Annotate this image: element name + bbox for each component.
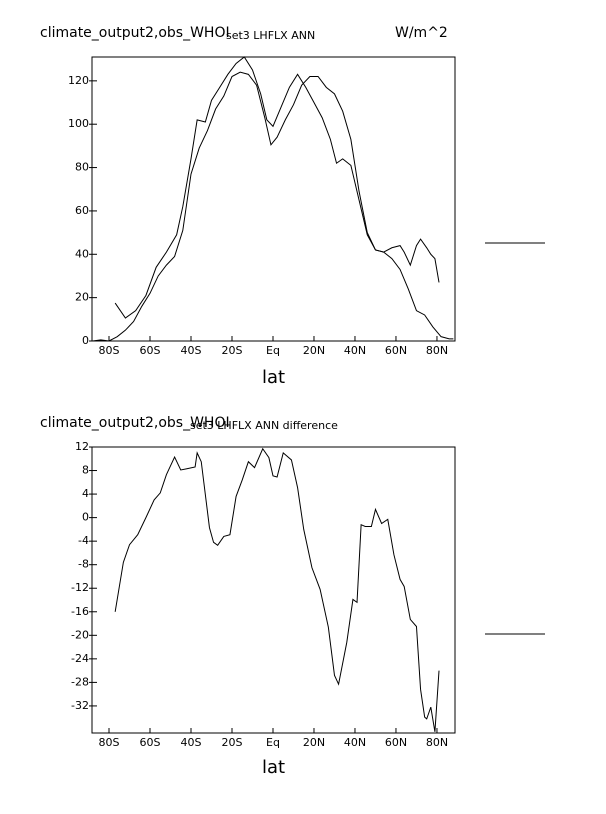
x-tick-label: 20S [222, 736, 243, 749]
x-tick-label: 80S [99, 344, 120, 357]
y-tick-label: 40 [75, 247, 89, 260]
y-tick-label: 60 [75, 204, 89, 217]
y-tick-label: 120 [68, 74, 89, 87]
y-tick-label: 0 [82, 511, 89, 524]
x-axis-label: lat [262, 757, 285, 778]
x-tick-label: 80S [99, 736, 120, 749]
x-tick-label: 60N [385, 736, 407, 749]
x-tick-label: 40S [181, 344, 202, 357]
units-label: W/m^2 [395, 25, 448, 41]
chart-title: climate_output2,obs_WHOI [40, 25, 230, 41]
y-tick-label: -24 [71, 652, 89, 665]
x-tick-label: Eq [266, 736, 280, 749]
y-tick-label: -32 [71, 699, 89, 712]
x-tick-label: 60S [140, 736, 161, 749]
x-tick-label: 40N [344, 736, 366, 749]
y-tick-label: -28 [71, 675, 89, 688]
y-tick-label: 20 [75, 291, 89, 304]
y-tick-label: -8 [78, 558, 89, 571]
data-line [114, 447, 440, 732]
x-tick-label: Eq [266, 344, 280, 357]
x-tick-label: 20N [303, 344, 325, 357]
x-tick-label: 40N [344, 344, 366, 357]
y-tick-label: 12 [75, 440, 89, 453]
x-tick-label: 80N [426, 736, 448, 749]
y-tick-label: 80 [75, 161, 89, 174]
x-tick-label: 40S [181, 736, 202, 749]
x-tick-label: 60N [385, 344, 407, 357]
y-tick-label: -16 [71, 605, 89, 618]
data-line [114, 56, 440, 319]
x-tick-label: 20S [222, 344, 243, 357]
plot-frame [91, 56, 456, 342]
y-tick-label: 100 [68, 117, 89, 130]
y-tick-label: 0 [82, 334, 89, 347]
y-tick-label: 8 [82, 464, 89, 477]
chart-subtitle: set3 LHFLX ANN difference [190, 419, 338, 432]
x-tick-label: 20N [303, 736, 325, 749]
plot-frame [91, 446, 456, 734]
chart-title: climate_output2,obs_WHOI [40, 415, 230, 431]
y-tick-label: -4 [78, 534, 89, 547]
x-tick-label: 80N [426, 344, 448, 357]
x-axis-label: lat [262, 367, 285, 388]
chart-subtitle: set3 LHFLX ANN [226, 29, 315, 42]
data-line [92, 71, 454, 342]
y-tick-label: -20 [71, 628, 89, 641]
y-tick-label: -12 [71, 581, 89, 594]
x-tick-label: 60S [140, 344, 161, 357]
y-tick-label: 4 [82, 487, 89, 500]
